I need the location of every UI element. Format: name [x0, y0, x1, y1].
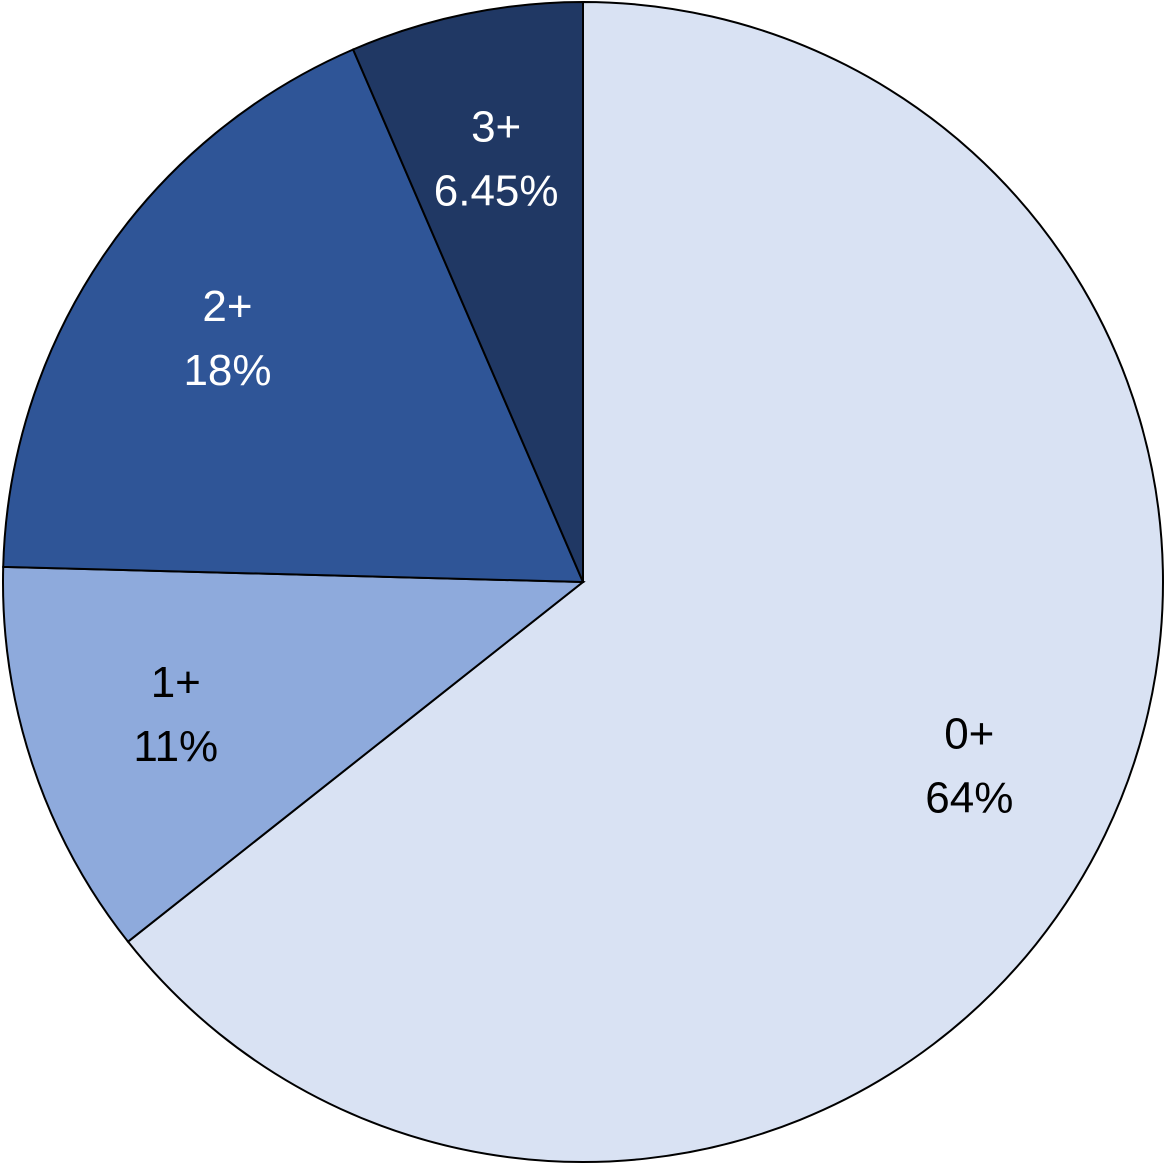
pie-slice: [2, 565, 586, 944]
slice-value-label: 6.45%: [434, 166, 559, 215]
slice-value-label: 64%: [925, 774, 1013, 823]
slice-category-label: 3+: [471, 102, 521, 151]
pie-slice: [2, 48, 585, 584]
pie-slice: [351, 0, 584, 583]
slice-value-label: 11%: [133, 722, 218, 771]
slice-value-label: 18%: [183, 346, 271, 395]
slice-category-label: 1+: [151, 658, 201, 707]
pie-slice: [126, 0, 1164, 1163]
slice-category-label: 0+: [944, 710, 994, 759]
slice-category-label: 2+: [202, 282, 252, 331]
